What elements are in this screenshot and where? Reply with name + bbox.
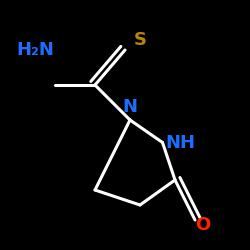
Text: S: S: [134, 31, 146, 49]
Text: NH: NH: [165, 134, 195, 152]
Text: N: N: [122, 98, 138, 116]
Text: H₂N: H₂N: [16, 41, 54, 59]
Text: O: O: [195, 216, 210, 234]
